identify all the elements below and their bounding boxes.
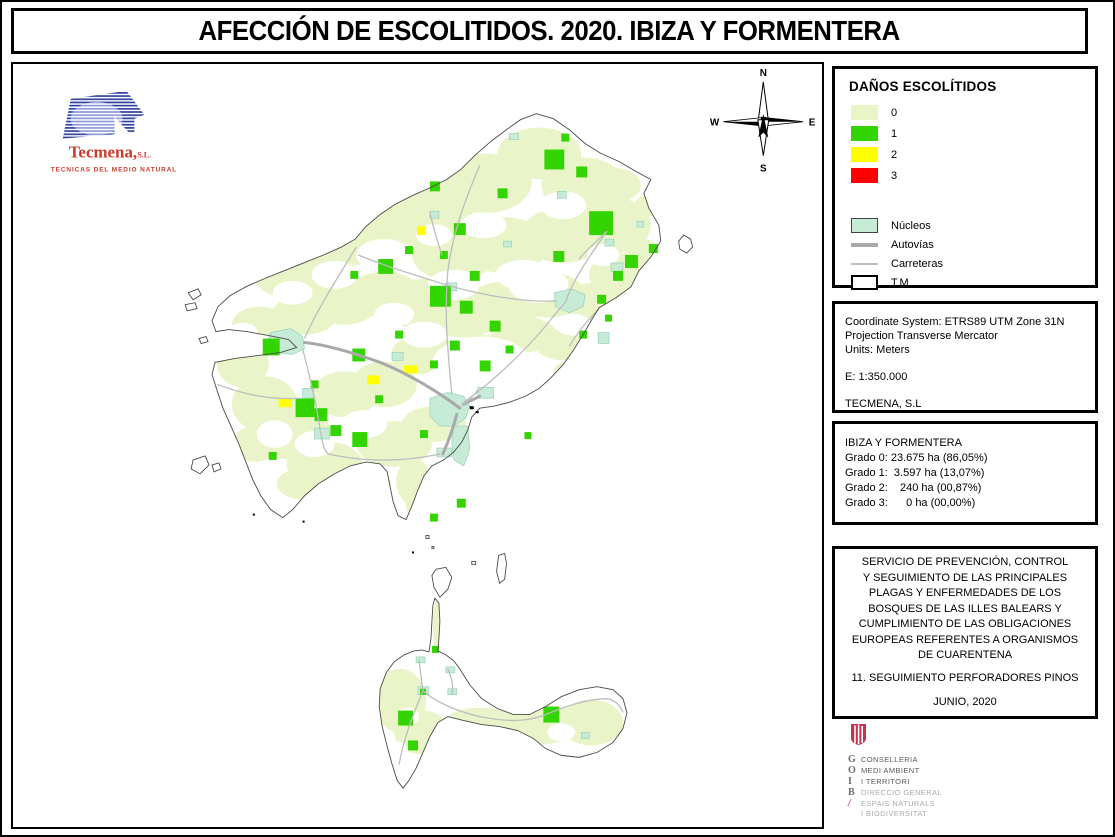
grade-0-swatch xyxy=(851,105,878,120)
tm-label: T.M xyxy=(891,276,909,289)
goib-shield-icon xyxy=(851,724,866,745)
title-bar: AFECCIÓN DE ESCOLITIDOS. 2020. IBIZA Y F… xyxy=(11,8,1088,54)
coord-line-1: Coordinate System: ETRS89 UTM Zone 31N xyxy=(845,316,1065,328)
coastline-layer xyxy=(211,113,662,789)
stats-grade-0: Grado 0: 23.675 ha (86,05%) xyxy=(845,452,988,464)
service-spacer xyxy=(849,664,1081,672)
service-subtitle: 11. SEGUIMIENTO PERFORADORES PINOS xyxy=(851,672,1079,685)
carreteras-layer xyxy=(216,165,624,765)
legend-spacer xyxy=(847,186,1083,216)
service-panel: SERVICIO DE PREVENCIÓN, CONTROL Y SEGUIM… xyxy=(832,546,1098,719)
legend-carreteras-row: Carreteras xyxy=(851,254,1083,273)
goib-row-1: G CONSELLERIA xyxy=(848,754,1088,765)
map-scale: E: 1:350.000 xyxy=(845,371,908,383)
goib-letter-o: O xyxy=(848,765,856,776)
legend-grade-1-row: 1 xyxy=(851,123,1083,144)
grade-1-label: 1 xyxy=(891,127,898,140)
tecmena-name: Tecmena, xyxy=(69,143,137,162)
goib-label-3: I TERRITORI xyxy=(861,777,910,786)
grade-3-swatch xyxy=(851,168,878,183)
autovias-swatch xyxy=(851,237,878,252)
goib-row-2: O MEDI AMBIENT xyxy=(848,765,1088,776)
tecmena-tagline: TECNICAS DEL MEDIO NATURAL xyxy=(51,166,177,173)
map-frame[interactable]: N E S W Tecmena, S.L. TECNICAS DEL MEDIO… xyxy=(11,62,824,829)
carreteras-label: Carreteras xyxy=(891,257,943,270)
coord-spacer xyxy=(845,357,1085,370)
service-line-1: SERVICIO DE PREVENCIÓN, CONTROL xyxy=(861,556,1069,568)
autovias-layer xyxy=(303,341,482,456)
goib-label-2: MEDI AMBIENT xyxy=(861,766,920,775)
harbor-marks xyxy=(252,406,479,554)
stats-title: IBIZA Y FORMENTERA xyxy=(845,437,962,449)
compass-s-label: S xyxy=(760,163,767,174)
company-name: TECMENA, S.L xyxy=(845,398,922,410)
autovias-label: Autovías xyxy=(891,238,934,251)
legend-tm-row: T.M xyxy=(851,273,1083,292)
damage-grade2-layer xyxy=(278,226,426,408)
goib-label-5: ESPAIS NATURALS xyxy=(861,799,936,808)
compass-w-label: W xyxy=(710,118,720,129)
compass-n-label: N xyxy=(760,68,767,79)
tecmena-suffix: S.L. xyxy=(137,151,151,160)
goib-row-3: I I TERRITORI xyxy=(848,776,1088,787)
goib-row-5: / ESPAIS NATURALS xyxy=(848,798,1088,809)
nucleos-label: Núcleos xyxy=(891,219,931,232)
damage-grade1-layer xyxy=(262,133,658,751)
carreteras-line-symbol xyxy=(851,262,878,265)
nucleos-swatch xyxy=(851,218,878,233)
legend-grade-0-row: 0 xyxy=(851,102,1083,123)
goib-label-6: I BIODIVERSITAT xyxy=(861,809,928,818)
goib-slash-icon: / xyxy=(848,798,851,809)
goib-row-4: B DIRECCIÓ GENERAL xyxy=(848,787,1088,798)
tecmena-logo: Tecmena, S.L. TECNICAS DEL MEDIO NATURAL xyxy=(51,90,177,173)
legend-nucleos-row: Núcleos xyxy=(851,216,1083,235)
legend-title: DAÑOS ESCOLÍTIDOS xyxy=(849,79,997,94)
goib-row-6: I BIODIVERSITAT xyxy=(848,809,1088,820)
coord-line-3: Units: Meters xyxy=(845,344,910,356)
goib-letter-g: G xyxy=(848,754,856,765)
service-spacer-2 xyxy=(849,687,1081,695)
stats-grade-2: Grado 2: 240 ha (00,87%) xyxy=(845,482,982,494)
service-line-5: CUMPLIMIENTO DE LAS OBLIGACIONES xyxy=(858,618,1072,630)
coord-line-2: Projection Transverse Mercator xyxy=(845,330,998,342)
service-line-3: PLAGAS Y ENFERMEDADES DE LOS xyxy=(868,587,1062,599)
service-line-7: DE CUARENTENA xyxy=(917,649,1013,661)
tm-swatch xyxy=(851,275,878,290)
stats-grade-1: Grado 1: 3.597 ha (13,07%) xyxy=(845,467,985,479)
stats-grade-3: Grado 3: 0 ha (00,00%) xyxy=(845,497,976,509)
service-line-6: EUROPEAS REFERENTES A ORGANISMOS xyxy=(851,633,1079,646)
grade-2-label: 2 xyxy=(891,148,898,161)
goib-logo: G CONSELLERIA O MEDI AMBIENT I I TERRITO… xyxy=(848,724,1088,820)
goib-label-4: DIRECCIÓ GENERAL xyxy=(861,788,942,797)
carreteras-swatch xyxy=(851,256,878,271)
grade-2-swatch xyxy=(851,147,878,162)
compass-e-label: E xyxy=(809,118,816,129)
goib-label-1: CONSELLERIA xyxy=(861,755,918,764)
page-title: AFECCIÓN DE ESCOLITIDOS. 2020. IBIZA Y F… xyxy=(198,15,901,46)
service-line-4: BOSQUES DE LAS ILLES BALEARS Y xyxy=(868,602,1062,615)
goib-letter-b: B xyxy=(848,787,855,798)
legend-grade-3-row: 3 xyxy=(851,165,1083,186)
autovias-line-symbol xyxy=(851,242,878,247)
service-line-2: Y SEGUIMIENTO DE LAS PRINCIPALES xyxy=(862,571,1068,584)
service-date: JUNIO, 2020 xyxy=(933,695,997,708)
north-arrow: N E S W xyxy=(710,68,816,174)
coord-spacer-2 xyxy=(845,384,1085,397)
coordinate-panel: Coordinate System: ETRS89 UTM Zone 31N P… xyxy=(832,301,1098,413)
goib-letter-i: I xyxy=(848,776,852,787)
legend-autovias-row: Autovías xyxy=(851,235,1083,254)
grade-1-swatch xyxy=(851,126,878,141)
map-canvas: N E S W Tecmena, S.L. TECNICAS DEL MEDIO… xyxy=(51,68,816,789)
islets-layer xyxy=(184,234,694,598)
legend-grade-2-row: 2 xyxy=(851,144,1083,165)
stats-panel: IBIZA Y FORMENTERA Grado 0: 23.675 ha (8… xyxy=(832,421,1098,525)
grade-0-label: 0 xyxy=(891,106,898,119)
legend-panel: DAÑOS ESCOLÍTIDOS 0 1 2 3 Núcleos Autoví… xyxy=(832,66,1098,290)
grade-3-label: 3 xyxy=(891,169,898,182)
